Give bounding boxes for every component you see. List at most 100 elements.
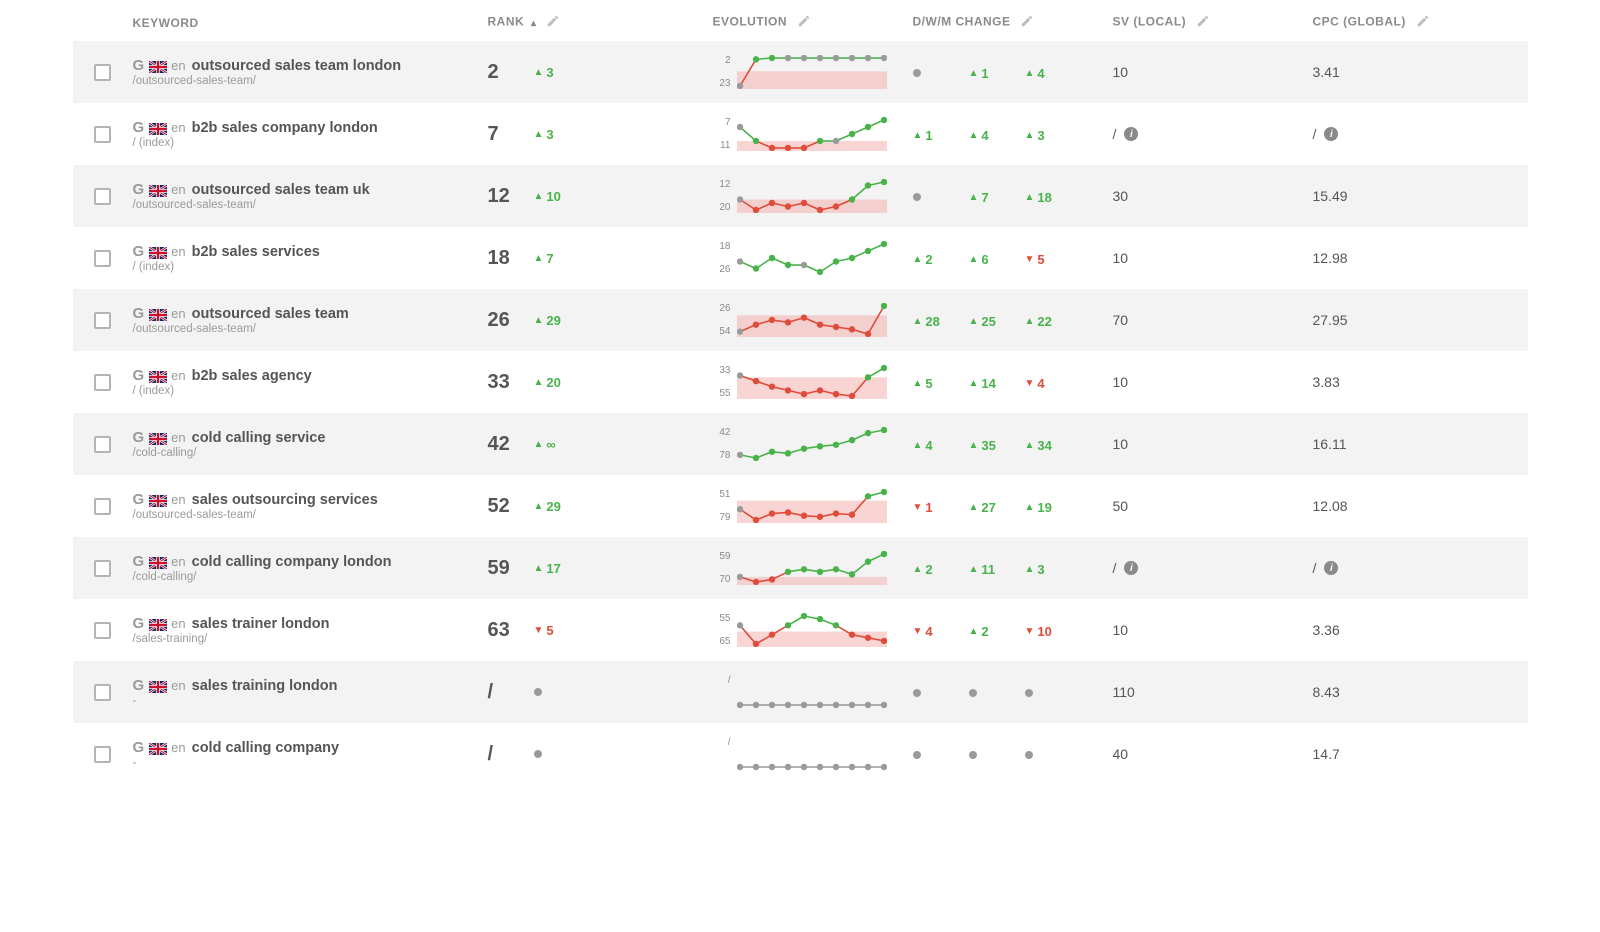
evo-bot: 78 <box>713 450 731 461</box>
row-checkbox[interactable] <box>94 684 111 701</box>
sv-cell: 10 <box>1113 622 1313 638</box>
evolution-cell: 5179 <box>713 489 913 523</box>
edit-icon[interactable] <box>1020 14 1034 31</box>
edit-icon[interactable] <box>797 14 811 31</box>
keyword-text: cold calling company london <box>192 554 392 570</box>
sv-value: / <box>1113 560 1117 576</box>
row-checkbox[interactable] <box>94 746 111 763</box>
rank-value: / <box>488 681 522 704</box>
keyword-cell[interactable]: Genb2b sales agency/ (index) <box>133 367 488 397</box>
rank-value: 42 <box>488 433 522 456</box>
engine-icon: G <box>133 739 145 756</box>
lang-label: en <box>171 182 185 197</box>
sv-value: 10 <box>1113 436 1129 452</box>
table-row: Genoutsourced sales team uk/outsourced-s… <box>73 165 1528 227</box>
keyword-cell[interactable]: Genb2b sales services/ (index) <box>133 243 488 273</box>
lang-label: en <box>171 616 185 631</box>
keyword-cell[interactable]: Genb2b sales company london/ (index) <box>133 119 488 149</box>
change-week: ▲27 <box>969 500 996 515</box>
col-rank[interactable]: RANK ▴ <box>488 14 713 31</box>
change-day <box>913 193 924 201</box>
evo-top: 51 <box>713 489 731 500</box>
row-checkbox[interactable] <box>94 250 111 267</box>
row-checkbox[interactable] <box>94 374 111 391</box>
change-day: ▲5 <box>913 376 933 391</box>
keyword-text: cold calling company <box>192 740 339 756</box>
sv-value: 30 <box>1113 188 1129 204</box>
keyword-cell[interactable]: Gencold calling company- <box>133 739 488 769</box>
evo-bot: 23 <box>713 78 731 89</box>
keyword-table: Genoutsourced sales team london/outsourc… <box>73 41 1528 785</box>
edit-icon[interactable] <box>1416 14 1430 31</box>
keyword-cell[interactable]: Genoutsourced sales team london/outsourc… <box>133 57 488 87</box>
row-checkbox[interactable] <box>94 64 111 81</box>
col-cpc[interactable]: CPC (GLOBAL) <box>1313 14 1528 31</box>
engine-icon: G <box>133 677 145 694</box>
keyword-cell[interactable]: Genoutsourced sales team uk/outsourced-s… <box>133 181 488 211</box>
cpc-cell: 3.36 <box>1313 622 1528 638</box>
cpc-value: 12.98 <box>1313 250 1348 266</box>
col-dwm[interactable]: D/W/M CHANGE <box>913 14 1113 31</box>
col-dwm-label: D/W/M CHANGE <box>913 15 1011 29</box>
edit-icon[interactable] <box>1196 14 1210 31</box>
evolution-cell: 223 <box>713 55 913 89</box>
info-icon[interactable]: i <box>1324 127 1338 141</box>
lang-label: en <box>171 430 185 445</box>
table-row: Gensales trainer london/sales-training/6… <box>73 599 1528 661</box>
keyword-cell[interactable]: Gensales outsourcing services/outsourced… <box>133 491 488 521</box>
change-month: ▲34 <box>1025 438 1052 453</box>
rank-cell: 33▲20 <box>488 371 713 394</box>
keyword-cell[interactable]: Gensales training london- <box>133 677 488 707</box>
sv-cell: 30 <box>1113 188 1313 204</box>
keyword-cell[interactable]: Gencold calling service/cold-calling/ <box>133 429 488 459</box>
row-checkbox[interactable] <box>94 126 111 143</box>
change-day: ▲4 <box>913 438 933 453</box>
keyword-text: b2b sales services <box>192 244 320 260</box>
row-checkbox[interactable] <box>94 188 111 205</box>
change-week: ▲14 <box>969 376 996 391</box>
change-week: ▲1 <box>969 66 989 81</box>
keyword-cell[interactable]: Gencold calling company london/cold-call… <box>133 553 488 583</box>
col-sv[interactable]: SV (LOCAL) <box>1113 14 1313 31</box>
rank-cell: 18▲7 <box>488 247 713 270</box>
change-month <box>1025 751 1036 759</box>
evo-top: 33 <box>713 365 731 376</box>
rank-value: / <box>488 743 522 766</box>
row-checkbox[interactable] <box>94 560 111 577</box>
cpc-value: 3.83 <box>1313 374 1340 390</box>
row-checkbox[interactable] <box>94 622 111 639</box>
sv-cell: 10 <box>1113 374 1313 390</box>
edit-icon[interactable] <box>546 14 560 31</box>
row-checkbox[interactable] <box>94 312 111 329</box>
evo-top: 59 <box>713 551 731 562</box>
sv-cell: /i <box>1113 126 1313 142</box>
keyword-url: - <box>133 695 488 707</box>
rank-delta <box>534 750 545 758</box>
change-week: ▲2 <box>969 624 989 639</box>
keyword-url: /sales-training/ <box>133 633 488 645</box>
cpc-value: / <box>1313 126 1317 142</box>
col-keyword[interactable]: KEYWORD <box>133 16 488 30</box>
info-icon[interactable]: i <box>1124 127 1138 141</box>
row-checkbox[interactable] <box>94 498 111 515</box>
sv-value: 10 <box>1113 64 1129 80</box>
sv-value: 70 <box>1113 312 1129 328</box>
evo-top: 26 <box>713 303 731 314</box>
dwm-cell: ▲7▲18 <box>913 188 1113 205</box>
lang-label: en <box>171 244 185 259</box>
keyword-cell[interactable]: Gensales trainer london/sales-training/ <box>133 615 488 645</box>
table-row: Gensales outsourcing services/outsourced… <box>73 475 1528 537</box>
keyword-cell[interactable]: Genoutsourced sales team/outsourced-sale… <box>133 305 488 335</box>
keyword-url: /outsourced-sales-team/ <box>133 199 488 211</box>
evo-bot: 54 <box>713 326 731 337</box>
row-checkbox[interactable] <box>94 436 111 453</box>
dwm-cell: ▲1▲4 <box>913 64 1113 81</box>
engine-icon: G <box>133 57 145 74</box>
info-icon[interactable]: i <box>1124 561 1138 575</box>
keyword-url: /outsourced-sales-team/ <box>133 509 488 521</box>
col-evolution[interactable]: EVOLUTION <box>713 14 913 31</box>
keyword-url: / (index) <box>133 261 488 273</box>
cpc-value: 14.7 <box>1313 746 1340 762</box>
dwm-cell: ▲4▲35▲34 <box>913 436 1113 453</box>
info-icon[interactable]: i <box>1324 561 1338 575</box>
